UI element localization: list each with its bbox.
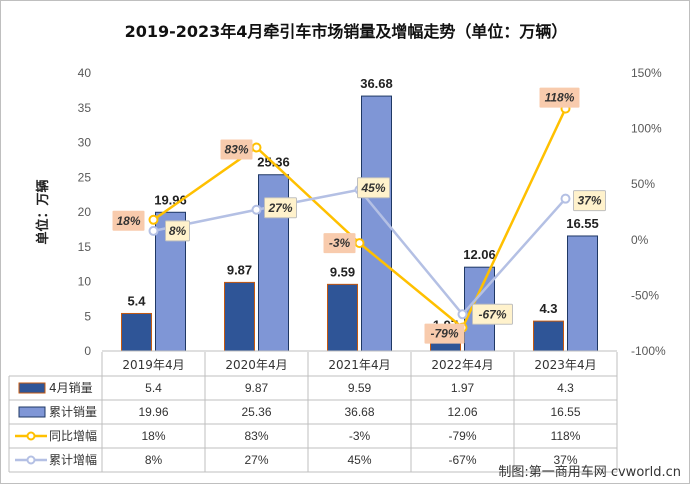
table-cell-value: 4.3	[557, 381, 574, 395]
y-tick-label: 15	[78, 240, 92, 254]
y-tick-label: 35	[78, 101, 92, 115]
cumulative-label-box	[472, 303, 513, 325]
legend-swatch-marker	[26, 455, 36, 465]
point-cumulative-growth	[251, 204, 262, 215]
point-cumulative-growth	[560, 193, 571, 204]
table-cell-value: 8%	[145, 453, 163, 467]
yoy-growth-label: 83%	[224, 143, 248, 157]
point-cumulative-growth	[148, 225, 159, 236]
line-cumulative-growth	[153, 188, 567, 317]
yoy-growth-label: -79%	[430, 327, 458, 341]
table-cell-value: 118%	[551, 429, 581, 443]
table-cell-value: -79%	[448, 429, 476, 443]
y-axis-label: 单位：万辆	[35, 179, 51, 244]
x-category-label: 2021年4月	[328, 358, 390, 372]
point-yoy-growth	[148, 214, 159, 225]
cumulative-growth-label: 37%	[577, 194, 601, 208]
table-cell-value: 37%	[553, 453, 577, 467]
bar-monthly-label: 9.59	[330, 264, 355, 279]
point-cumulative-growth	[457, 309, 468, 320]
legend-swatch-bar	[18, 382, 46, 394]
cumulative-growth-label: 8%	[169, 224, 187, 238]
yoy-growth-label: 18%	[116, 214, 140, 228]
bar-cumulative-label: 36.68	[360, 76, 393, 91]
table-cell-value: 36.68	[344, 405, 374, 419]
bar-monthly-sales	[224, 281, 255, 352]
bar-monthly-sales	[533, 320, 564, 352]
x-category-label: 2020年4月	[225, 358, 287, 372]
table-cell-value: 45%	[347, 453, 371, 467]
y-tick-label: 5	[84, 309, 91, 323]
table-cell-value: 25.36	[241, 405, 271, 419]
yoy-growth-label: -3%	[329, 236, 351, 250]
cumulative-label-box	[165, 220, 190, 242]
y-tick-label: 10	[78, 275, 92, 289]
yoy-label-box	[323, 233, 356, 254]
cumulative-label-box	[357, 177, 390, 199]
bar-cumulative-sales	[567, 235, 598, 352]
yoy-label-box	[220, 139, 253, 160]
table-cell-value: 1.97	[451, 381, 475, 395]
bar-monthly-label: 9.87	[227, 262, 252, 277]
point-yoy-growth	[251, 142, 262, 153]
table-cell-value: 5.4	[145, 381, 162, 395]
y2-tick-label: 100%	[631, 122, 662, 136]
table-cell-value: 19.96	[138, 405, 168, 419]
cumulative-label-box	[573, 190, 606, 212]
table-cell-value: -67%	[448, 453, 476, 467]
y2-tick-label: -100%	[631, 344, 666, 358]
bar-monthly-sales	[121, 312, 152, 352]
table-series-name: 累计增幅	[49, 452, 97, 467]
chart-credit: 制图:第一商用车网 cvworld.cn	[498, 464, 681, 480]
table-cell-value: 18%	[141, 429, 165, 443]
table-series-name: 同比增幅	[49, 428, 97, 443]
legend-swatch-bar	[18, 406, 46, 418]
table-cell-value: -3%	[349, 429, 371, 443]
bar-cumulative-label: 12.06	[463, 247, 496, 262]
table-series-name: 累计销量	[49, 405, 97, 419]
cumulative-growth-label: -67%	[478, 307, 506, 321]
yoy-label-box	[424, 323, 465, 344]
y2-tick-label: -50%	[631, 288, 659, 302]
bar-monthly-sales	[327, 283, 358, 352]
cumulative-growth-label: 45%	[360, 181, 385, 195]
point-yoy-growth	[354, 238, 365, 249]
y2-tick-label: 0%	[631, 233, 649, 247]
y-tick-label: 30	[78, 136, 92, 150]
y-tick-label: 40	[78, 66, 92, 80]
table-cell-value: 16.55	[550, 405, 580, 419]
x-category-label: 2019年4月	[122, 358, 184, 372]
y-tick-label: 20	[78, 205, 92, 219]
y-tick-label: 25	[78, 170, 92, 184]
table-cell-value: 9.59	[348, 381, 372, 395]
yoy-label-box	[112, 210, 145, 231]
y-tick-label: 0	[84, 344, 91, 358]
bar-cumulative-label: 16.55	[566, 216, 599, 231]
chart-title: 2019-2023年4月牵引车市场销量及增幅走势（单位：万辆）	[125, 22, 568, 41]
cumulative-growth-label: 27%	[267, 201, 292, 215]
x-category-label: 2022年4月	[431, 358, 493, 372]
y2-tick-label: 50%	[631, 177, 655, 191]
table-cell-value: 9.87	[245, 381, 269, 395]
table-series-name: 4月销量	[49, 381, 93, 395]
cumulative-label-box	[264, 197, 297, 219]
yoy-label-box	[539, 87, 580, 108]
bar-monthly-label: 4.3	[539, 301, 557, 316]
x-category-label: 2023年4月	[534, 358, 596, 372]
table-cell-value: 27%	[244, 453, 268, 467]
legend-swatch-marker	[26, 431, 36, 441]
table-cell-value: 83%	[244, 429, 268, 443]
y2-tick-label: 150%	[631, 66, 662, 80]
table-cell-value: 12.06	[447, 405, 477, 419]
yoy-growth-label: 118%	[545, 91, 575, 105]
bar-monthly-label: 5.4	[127, 293, 146, 308]
